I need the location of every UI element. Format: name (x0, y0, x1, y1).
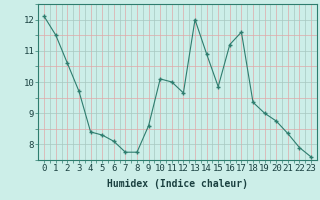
X-axis label: Humidex (Indice chaleur): Humidex (Indice chaleur) (107, 179, 248, 189)
